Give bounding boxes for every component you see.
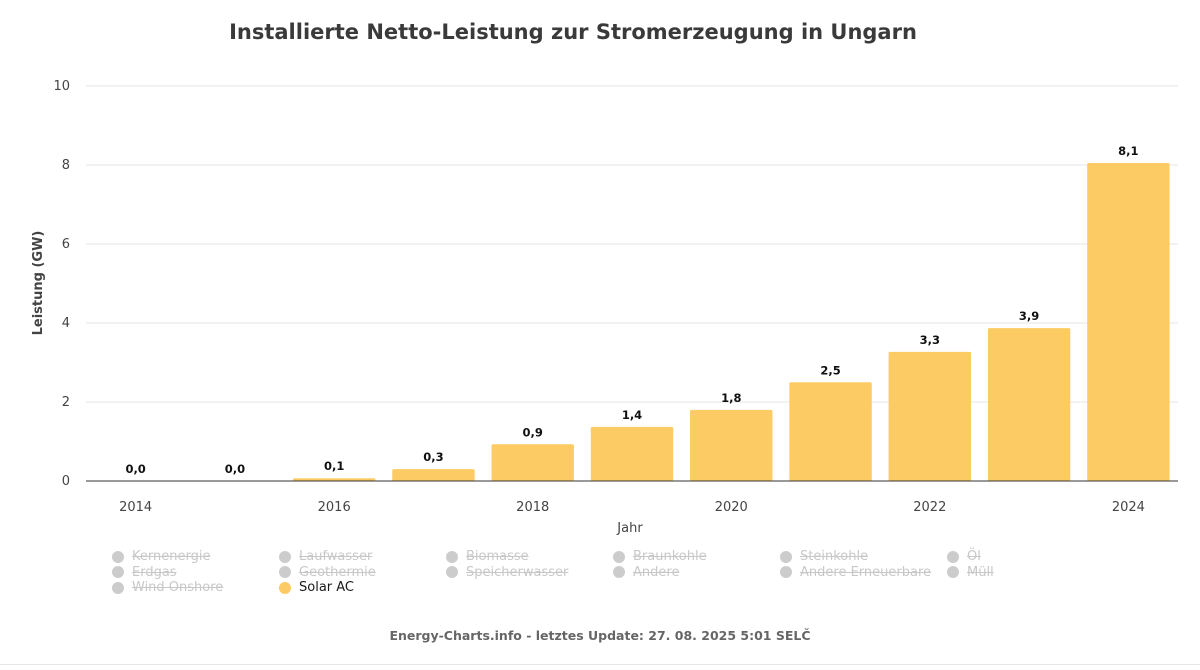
legend-item[interactable]: Wind Onshore	[112, 580, 279, 596]
legend-label: Kernenergie	[132, 549, 211, 565]
x-axis-ticks: 2014 2016 2018 2020 2022 2024	[119, 500, 1145, 515]
legend-label: Müll	[967, 564, 994, 580]
legend-marker-icon	[112, 566, 124, 579]
bar-value-label: 1,8	[721, 391, 741, 405]
legend-label: Braunkohle	[633, 549, 707, 565]
bar	[491, 444, 574, 481]
y-tick-label: 2	[62, 395, 70, 410]
legend-marker-icon	[613, 550, 625, 563]
legend-marker-icon	[947, 550, 959, 563]
legend-label: Geothermie	[299, 564, 376, 580]
legend-item[interactable]: Laufwasser	[279, 549, 446, 565]
bar-value-label: 8,1	[1118, 144, 1138, 158]
legend-marker-icon	[112, 581, 124, 594]
bar-value-label: 2,5	[820, 363, 840, 377]
legend-label: Erdgas	[132, 564, 177, 580]
legend-item[interactable]: Geothermie	[279, 565, 446, 581]
chart-title: Installierte Netto-Leistung zur Stromerz…	[229, 20, 917, 44]
bar	[392, 469, 475, 481]
bar-value-label: 0,3	[423, 450, 443, 464]
legend-label: Steinkohle	[800, 549, 869, 565]
bar	[590, 426, 674, 481]
legend-marker-icon	[947, 566, 959, 579]
legend-item[interactable]: Braunkohle	[613, 549, 780, 565]
legend-label: Speicherwasser	[466, 564, 569, 580]
bar	[789, 382, 872, 481]
x-tick-label: 2014	[119, 500, 152, 515]
bottom-divider	[0, 664, 1200, 665]
y-tick-label: 6	[62, 237, 70, 252]
bar	[1087, 163, 1170, 481]
x-tick-label: 2020	[715, 500, 748, 515]
legend-item[interactable]: Steinkohle	[780, 549, 947, 565]
y-tick-label: 4	[62, 316, 70, 331]
legend-marker-icon	[112, 550, 124, 563]
bar	[888, 351, 972, 481]
bar-value-label: 3,3	[920, 333, 940, 347]
legend-marker-icon	[279, 566, 291, 579]
bar-data-labels: 0,0 0,0 0,1 0,3 0,9 1,4 1,8 2,5 3,3 3,9 8,1	[125, 144, 1138, 476]
bars	[292, 163, 1170, 481]
bar-value-label: 0,0	[125, 462, 145, 476]
y-tick-label: 10	[53, 79, 70, 94]
bar-value-label: 3,9	[1019, 309, 1039, 323]
legend-item[interactable]: Kernenergie	[112, 549, 279, 565]
legend-marker-icon	[780, 550, 792, 563]
legend-item[interactable]: Öl	[947, 549, 1087, 565]
bar	[292, 478, 376, 481]
bar	[690, 409, 773, 481]
legend-item[interactable]: Solar AC	[279, 580, 446, 596]
legend-item[interactable]: Biomasse	[446, 549, 613, 565]
y-tick-label: 8	[62, 158, 70, 173]
y-tick-label: 0	[62, 474, 70, 489]
y-axis-label: Leistung (GW)	[31, 231, 46, 336]
legend: Kernenergie Laufwasser Biomasse Braunkohle S…	[112, 549, 1132, 596]
x-axis-label: Jahr	[616, 521, 643, 536]
x-tick-label: 2016	[318, 500, 351, 515]
legend-marker-icon	[279, 550, 291, 563]
legend-label: Solar AC	[299, 580, 355, 596]
legend-label: Andere	[633, 564, 680, 580]
legend-label: Wind Onshore	[132, 580, 224, 596]
legend-marker-icon	[446, 550, 458, 563]
legend-marker-icon	[613, 566, 625, 579]
bar-value-label: 0,9	[523, 425, 543, 439]
bar-value-label: 0,1	[324, 459, 344, 473]
legend-item[interactable]: Erdgas	[112, 565, 279, 581]
legend-item[interactable]: Müll	[947, 565, 1087, 581]
legend-item[interactable]: Speicherwasser	[446, 565, 613, 581]
x-tick-label: 2018	[516, 500, 549, 515]
legend-marker-icon	[780, 566, 792, 579]
bar	[987, 328, 1071, 481]
legend-item[interactable]: Andere Erneuerbare	[780, 565, 947, 581]
footer-credit: Energy-Charts.info - letztes Update: 27.…	[389, 628, 811, 643]
x-tick-label: 2022	[913, 500, 946, 515]
legend-label: Laufwasser	[299, 549, 373, 565]
bar-value-label: 1,4	[622, 408, 642, 422]
chart-canvas: Installierte Netto-Leistung zur Stromerz…	[31, 20, 1178, 536]
x-tick-label: 2024	[1112, 500, 1145, 515]
y-axis-ticks: 0 2 4 6 8 10	[53, 79, 70, 489]
legend-marker-icon	[279, 581, 291, 594]
legend-label: Öl	[967, 549, 981, 565]
bar-value-label: 0,0	[225, 462, 245, 476]
legend-label: Andere Erneuerbare	[800, 564, 931, 580]
legend-label: Biomasse	[466, 549, 529, 565]
legend-marker-icon	[446, 566, 458, 579]
legend-item[interactable]: Andere	[613, 565, 780, 581]
